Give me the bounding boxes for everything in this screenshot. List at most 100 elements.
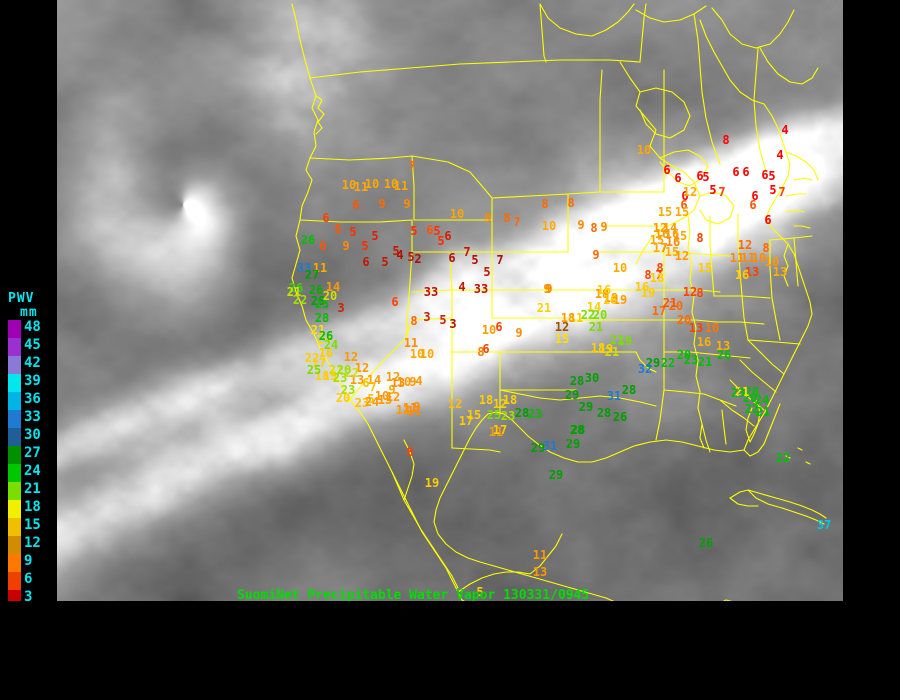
- station-value: 10: [751, 251, 767, 265]
- station-value: 17: [458, 414, 474, 428]
- station-value: 21: [286, 285, 302, 299]
- station-value: 23: [354, 396, 370, 410]
- pwv-tick-21: 21: [24, 481, 41, 497]
- station-value: 23: [500, 409, 516, 423]
- station-value: 20: [676, 348, 692, 362]
- station-value: 7: [655, 268, 663, 282]
- station-value: 33: [473, 282, 489, 296]
- station-value: 11: [403, 336, 419, 350]
- station-value: 21: [697, 355, 713, 369]
- station-value: 6: [482, 342, 490, 356]
- station-value: 16: [318, 346, 334, 360]
- station-value: 29: [564, 388, 580, 402]
- caption-product: SuomiNet Precipitable Water Vapor: [237, 588, 496, 603]
- station-value: 20: [322, 289, 338, 303]
- station-value: 26: [698, 536, 714, 550]
- station-value: 5: [476, 585, 484, 599]
- pwv-legend-title: PWV: [8, 291, 35, 306]
- station-value: 29: [645, 356, 661, 370]
- station-value: 6: [751, 189, 759, 203]
- station-value: 21: [310, 323, 326, 337]
- pwv-swatch-8: [8, 464, 21, 482]
- station-value: 5: [381, 255, 389, 269]
- station-value: 10: [449, 207, 465, 221]
- station-value: 13: [532, 565, 548, 579]
- station-value: 6: [448, 251, 456, 265]
- station-value: 16: [665, 235, 681, 249]
- station-value: 5: [769, 183, 777, 197]
- station-value: 4: [781, 123, 789, 137]
- station-value: 27: [304, 268, 320, 282]
- station-value: 8: [477, 345, 485, 359]
- station-value: 28: [596, 406, 612, 420]
- station-value: 10: [704, 321, 720, 335]
- pwv-tick-48: 48: [24, 319, 41, 335]
- pwv-swatch-11: [8, 518, 21, 536]
- pwv-tick-6: 6: [24, 571, 33, 587]
- station-value: 16: [664, 227, 680, 241]
- station-value: 17: [311, 356, 327, 370]
- station-value: 8: [696, 231, 704, 245]
- station-value: 12: [395, 403, 411, 417]
- pwv-tick-3: 3: [24, 589, 33, 605]
- pwv-swatch-14: [8, 572, 21, 590]
- station-value: 8: [696, 286, 704, 300]
- station-value: 21: [662, 296, 678, 310]
- station-value: 9: [543, 282, 551, 296]
- station-value: 11: [729, 251, 745, 265]
- station-value: 8: [656, 261, 664, 275]
- satellite-imagery-panel: [57, 0, 843, 601]
- station-value: 29: [548, 468, 564, 482]
- pwv-swatch-5: [8, 410, 21, 428]
- station-value: 13: [377, 393, 393, 407]
- station-value: 20: [744, 385, 760, 399]
- station-value: 12: [385, 370, 401, 384]
- station-value: 8: [762, 241, 770, 255]
- station-value: 10: [636, 143, 652, 157]
- station-value: 11: [532, 548, 548, 562]
- station-value: 5: [349, 225, 357, 239]
- station-value: 19: [598, 342, 614, 356]
- station-value: 12: [737, 238, 753, 252]
- station-value: 18: [560, 311, 576, 325]
- station-value: 5: [371, 229, 379, 243]
- ir-cloud-canvas: [57, 0, 843, 601]
- pwv-swatch-6: [8, 428, 21, 446]
- station-value: 13: [349, 373, 365, 387]
- station-value: 22: [292, 293, 308, 307]
- pwv-swatch-3: [8, 374, 21, 392]
- station-value: 9: [403, 197, 411, 211]
- station-value: 11: [402, 401, 418, 415]
- pwv-tick-15: 15: [24, 517, 41, 533]
- pwv-swatch-2: [8, 356, 21, 374]
- pwv-swatch-10: [8, 500, 21, 518]
- station-value: 15: [466, 408, 482, 422]
- station-value: 6: [764, 213, 772, 227]
- station-value: 19: [612, 293, 628, 307]
- pwv-tick-27: 27: [24, 445, 41, 461]
- station-value: 29: [530, 441, 546, 455]
- station-value: 19: [640, 286, 656, 300]
- pwv-tick-24: 24: [24, 463, 41, 479]
- station-value: 24: [754, 393, 770, 407]
- station-value: 15: [672, 229, 688, 243]
- pwv-tick-12: 12: [24, 535, 41, 551]
- pwv-swatch-7: [8, 446, 21, 464]
- station-value: 9: [577, 218, 585, 232]
- station-value: 3: [337, 301, 345, 315]
- station-value: 9: [409, 375, 417, 389]
- station-value: 18: [649, 271, 665, 285]
- station-value: 20: [676, 313, 692, 327]
- station-value: 4: [396, 248, 404, 262]
- station-value: 11: [393, 179, 409, 193]
- station-value: 21: [536, 301, 552, 315]
- station-value: 14: [325, 280, 341, 294]
- station-value: 5: [392, 244, 400, 258]
- pwv-tick-39: 39: [24, 373, 41, 389]
- pwv-swatch-13: [8, 554, 21, 572]
- station-value: 26: [612, 410, 628, 424]
- station-value: 25: [314, 297, 330, 311]
- station-value: 18: [502, 393, 518, 407]
- station-value: 10: [374, 389, 390, 403]
- pwv-color-swatches: [8, 320, 21, 658]
